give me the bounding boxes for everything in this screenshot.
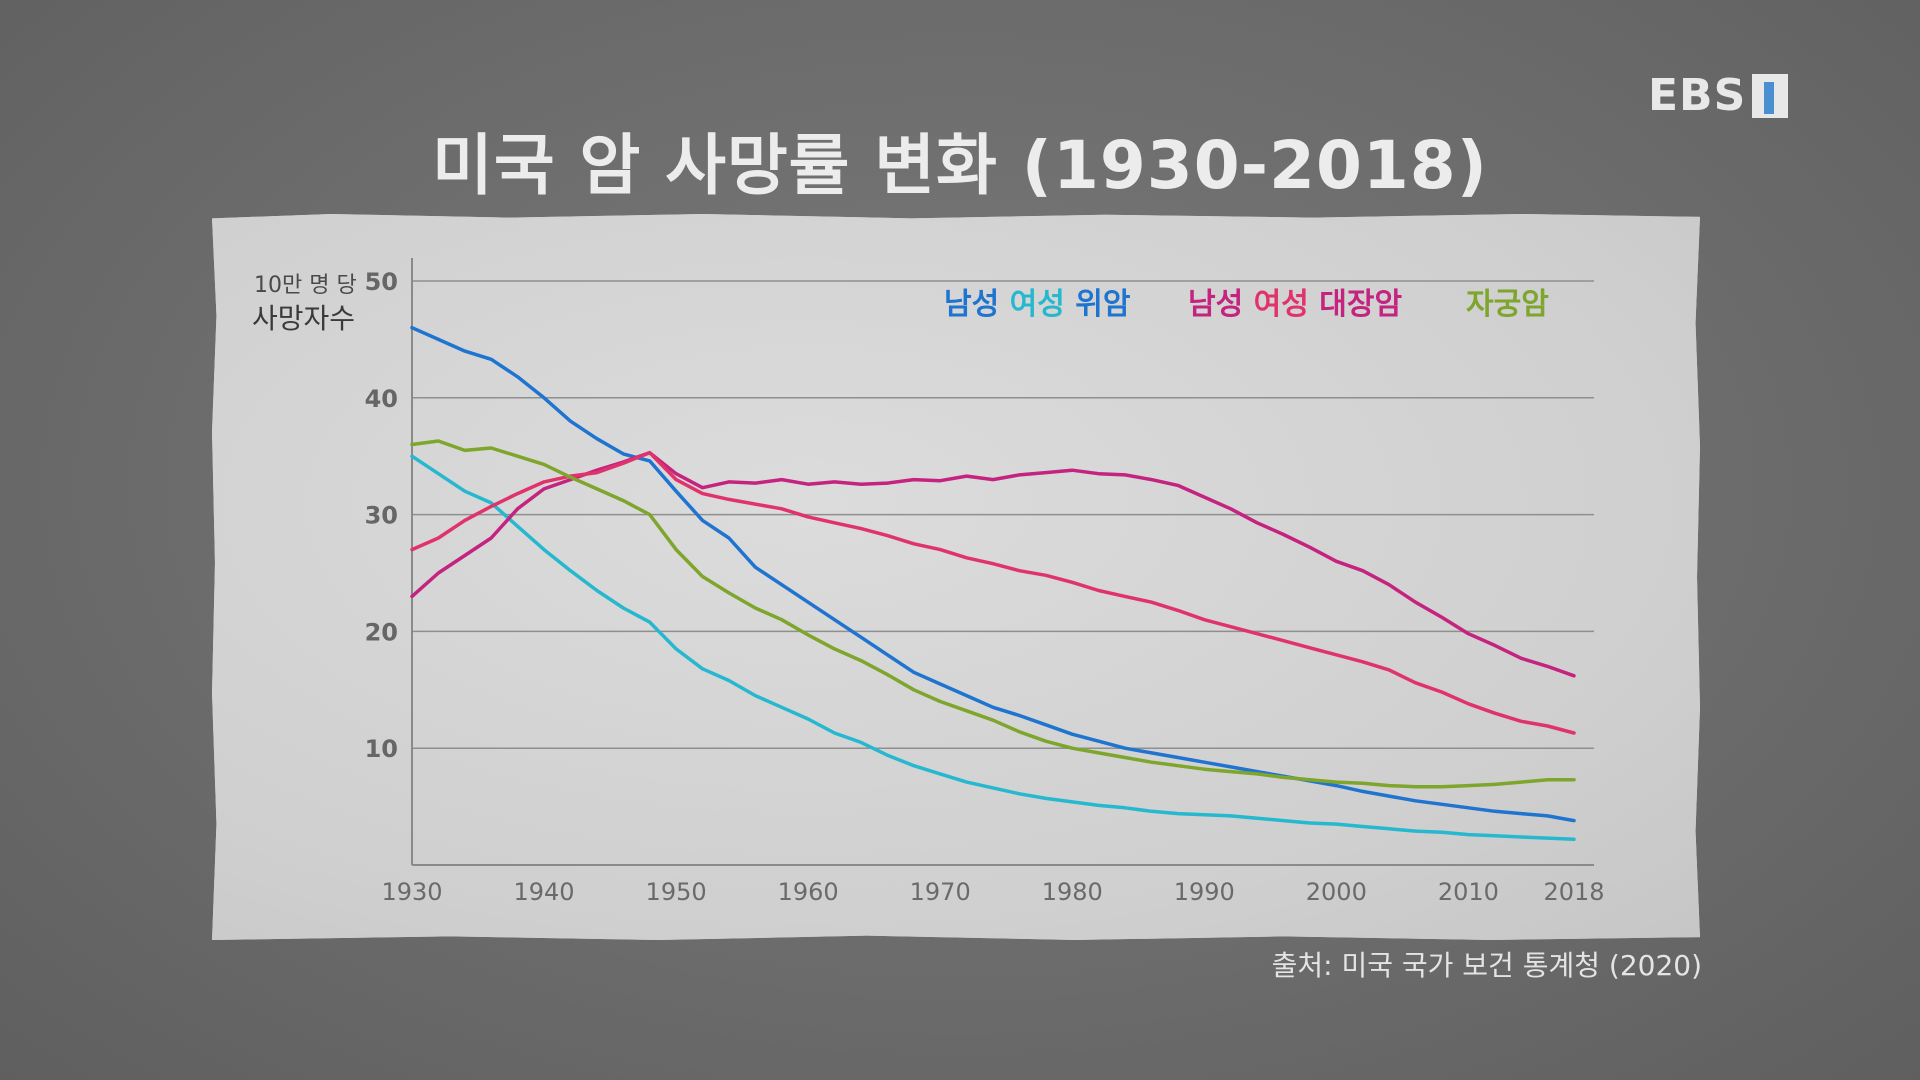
legend-stomach-part-0: 남성: [944, 287, 999, 322]
logo-text: EBS: [1648, 70, 1747, 121]
x-tick-label-2010: 2010: [1438, 878, 1499, 906]
series-line-stomach-male: [410, 325, 1576, 823]
y-axis-label-line2: 사망자수: [252, 302, 355, 335]
x-tick-label-1980: 1980: [1042, 878, 1103, 906]
x-tick-label-1930: 1930: [381, 878, 442, 906]
legend-colorectal-part-0: 남성: [1188, 287, 1243, 322]
x-tick-label-1970: 1970: [910, 878, 971, 906]
paper-background: [212, 214, 1700, 940]
x-tick-label-1960: 1960: [778, 878, 839, 906]
legend-entry-colorectal: 남성 여성 대장암: [1188, 287, 1403, 322]
y-tick-labels: 10 20 30 40 50: [365, 268, 398, 763]
series-lines: [410, 325, 1576, 842]
legend-entry-stomach: 남성 여성 위암: [944, 287, 1131, 322]
axes: [411, 258, 1594, 866]
legend-stomach-part-2: 위암: [1065, 287, 1131, 322]
legend-entry-cervical: 자궁암: [1466, 287, 1549, 322]
y-tick-label-40: 40: [365, 385, 398, 413]
source-caption: 출처: 미국 국가 보건 통계청 (2020): [1271, 949, 1702, 982]
logo-1-mark-icon: [1752, 73, 1789, 118]
x-tick-label-1950: 1950: [646, 878, 707, 906]
y-tick-label-50: 50: [365, 268, 398, 296]
legend-cervical-part-0: 자궁암: [1466, 287, 1549, 322]
grid-lines: [412, 280, 1594, 749]
legend-colorectal-part-1: 여성: [1243, 287, 1309, 322]
series-line-colorectal-female: [410, 450, 1576, 735]
x-tick-label-1940: 1940: [514, 878, 575, 906]
legend-colorectal-part-2: 대장암: [1309, 287, 1403, 322]
series-line-cervical: [410, 439, 1576, 789]
y-tick-label-10: 10: [365, 735, 398, 763]
x-tick-labels: 1930 1940 1950 1960 1970 1980 1990 2000 2010 2018: [381, 878, 1604, 906]
chart-title: 미국 암 사망률 변화 (1930-2018): [432, 127, 1488, 204]
y-axis-label-line1: 10만 명 당: [254, 273, 357, 298]
legend: 남성 여성 위암 남성 여성 대장암 자궁암: [944, 287, 1549, 322]
y-tick-label-20: 20: [365, 618, 398, 646]
ebs-logo: EBS: [1648, 70, 1789, 121]
x-tick-label-2000: 2000: [1306, 878, 1367, 906]
series-line-colorectal-male: [410, 450, 1576, 678]
legend-stomach-part-1: 여성: [999, 287, 1065, 322]
x-tick-label-2018: 2018: [1543, 878, 1604, 906]
series-line-stomach-female: [410, 454, 1576, 842]
x-tick-label-1990: 1990: [1174, 878, 1235, 906]
y-tick-label-30: 30: [365, 502, 398, 530]
